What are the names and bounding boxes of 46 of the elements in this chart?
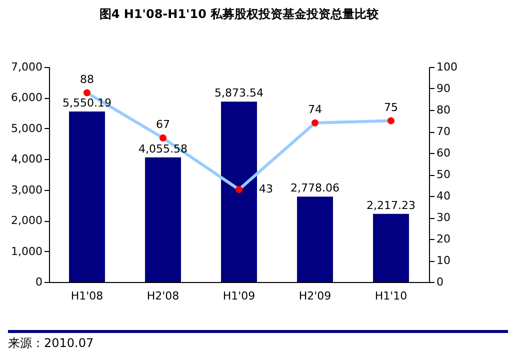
bar [145,157,181,282]
chart-title: 图4 H1'08-H1'10 私募股权投资基金投资总量比较 [99,7,380,21]
y-tick-label: 2,000 [11,214,42,228]
data-label: 5,873.54 [214,86,264,100]
y-tick-label: 4,000 [11,152,42,166]
y2-tick-label: 0 [436,276,444,288]
data-label: 75 [384,100,398,114]
data-label: 67 [156,118,170,131]
data-label: 88 [80,72,94,86]
point [235,186,243,194]
y2-tick-label: 90 [436,82,450,95]
point [159,134,167,142]
y-tick-label: 7,000 [11,60,42,74]
y2-tick-label: 60 [436,146,450,160]
data-label: 43 [259,182,273,196]
point [387,117,395,124]
data-label: 4,055.58 [138,142,188,156]
y2-tick-label: 10 [436,254,450,267]
y2-tick-label: 30 [436,211,450,224]
y2-tick-label: 40 [436,190,450,202]
bar [221,102,257,282]
bar [297,196,333,282]
data-label: 2,217.23 [366,198,416,212]
y-tick-label: 3,000 [11,183,42,196]
y2-tick-label: 100 [436,60,458,74]
data-label: 5,550.19 [62,96,112,110]
y-tick-label: 1,000 [11,244,42,258]
data-label: 74 [308,102,322,116]
y2-tick-label: 70 [436,125,450,138]
y-tick-label: 5,000 [11,122,42,135]
y-tick-label: 6,000 [11,91,42,104]
y2-tick-label: 80 [436,104,450,116]
point [83,89,91,96]
x-tick-label: H2'09 [298,290,332,302]
y2-tick-label: 50 [436,168,450,181]
y2-tick-label: 20 [436,232,450,246]
x-tick-label: H1'10 [374,290,408,302]
bar [69,112,105,282]
x-tick-label: H1'09 [222,290,256,302]
point [311,119,319,126]
x-tick-label: H2'08 [146,290,180,302]
data-label: 2,778.06 [290,182,340,195]
source-note: 来源：2010.07 [8,330,508,352]
bar [373,214,409,282]
x-tick-label: H1'08 [70,290,104,302]
y-tick-label: 0 [36,276,42,288]
